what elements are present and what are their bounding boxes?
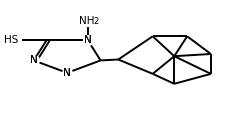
Text: N: N: [84, 35, 92, 45]
Text: N: N: [63, 68, 71, 78]
Text: 2: 2: [93, 17, 98, 26]
Text: N: N: [30, 55, 38, 65]
Text: NH: NH: [79, 16, 95, 26]
Text: N: N: [30, 55, 38, 65]
Text: N: N: [63, 68, 71, 78]
Text: N: N: [84, 35, 92, 45]
Text: HS: HS: [4, 35, 18, 45]
